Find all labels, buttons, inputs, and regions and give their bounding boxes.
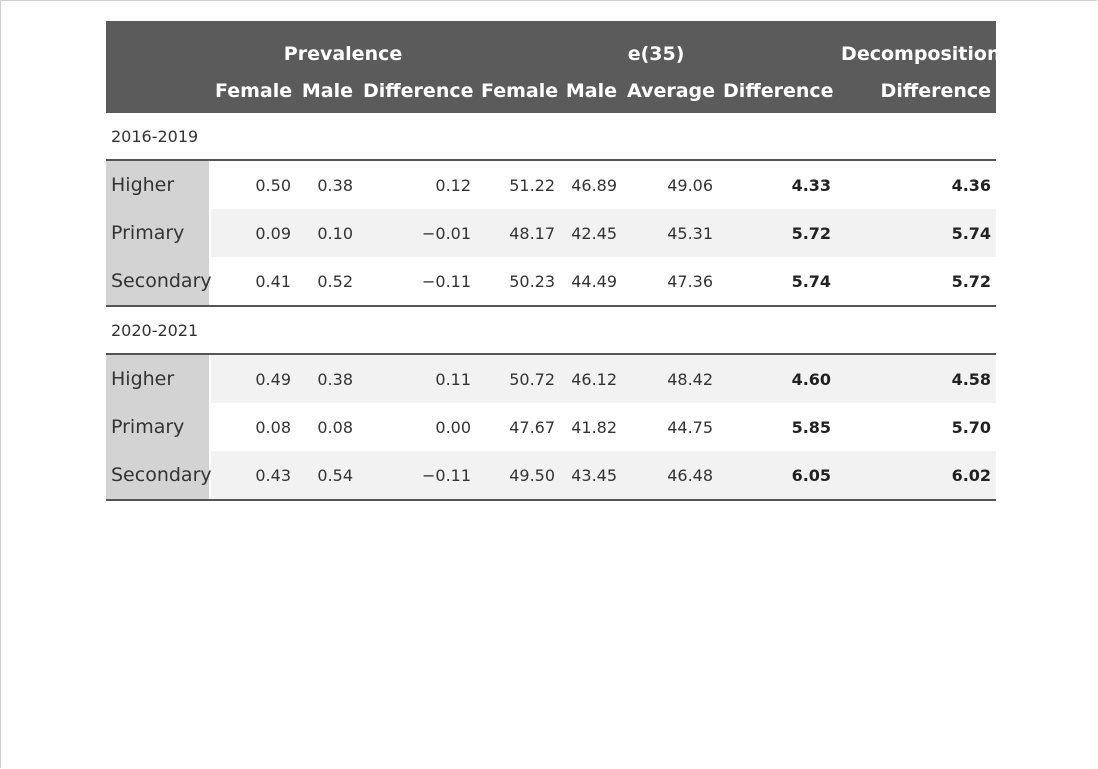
column-header-row: Female Male Difference Female Male Avera…	[106, 69, 997, 113]
cell-prev-male: 0.10	[296, 209, 358, 257]
spanner-decomposition: Decomposition	[836, 21, 1000, 69]
col-header-prev-difference: Difference	[358, 69, 477, 113]
cell-e35-difference: 4.33	[718, 160, 837, 209]
cell-prev-difference: 0.12	[358, 160, 477, 209]
cell-prev-difference: 0.00	[358, 403, 477, 451]
table-row: Higher 0.50 0.38 0.12 51.22 46.89 49.06 …	[106, 160, 997, 209]
spanner-empty	[106, 21, 210, 69]
cell-prev-male: 0.08	[296, 403, 358, 451]
cell-e35-difference: 5.85	[718, 403, 837, 451]
cell-prev-female: 0.41	[210, 257, 296, 307]
cell-decomp-difference: 4.58	[836, 354, 997, 403]
row-stub: Primary	[106, 403, 211, 451]
cell-prev-female: 0.09	[210, 209, 296, 257]
cell-prev-female: 0.43	[210, 451, 296, 501]
row-stub: Higher	[106, 160, 211, 209]
cell-prev-difference: −0.11	[358, 257, 477, 307]
row-group-label: 2016-2019	[106, 113, 997, 161]
cell-e35-female: 47.67	[476, 403, 561, 451]
cell-prev-female: 0.08	[210, 403, 296, 451]
row-group-heading: 2016-2019	[106, 113, 997, 161]
cell-prev-male: 0.52	[296, 257, 358, 307]
cell-e35-female: 51.22	[476, 160, 561, 209]
spanner-e35: e(35)	[476, 21, 837, 69]
row-stub: Secondary	[106, 257, 212, 307]
cell-prev-male: 0.38	[296, 160, 358, 209]
column-spanner-row: Prevalence e(35) Decomposition	[106, 21, 1000, 69]
cell-prev-difference: −0.11	[358, 451, 477, 501]
col-header-e35-male: Male	[560, 69, 623, 113]
col-header-e35-difference: Difference	[718, 69, 837, 113]
col-header-prev-female: Female	[210, 69, 296, 113]
cell-e35-average: 44.75	[622, 403, 719, 451]
cell-prev-male: 0.38	[296, 354, 358, 403]
cell-decomp-difference: 5.70	[836, 403, 997, 451]
row-group-label: 2020-2021	[106, 305, 997, 355]
cell-prev-difference: −0.01	[358, 209, 477, 257]
cell-e35-average: 47.36	[622, 257, 719, 307]
results-table: Prevalence e(35) Decomposition Female Ma…	[106, 21, 1000, 501]
cell-e35-average: 45.31	[622, 209, 719, 257]
results-table-container: Prevalence e(35) Decomposition Female Ma…	[106, 21, 1000, 501]
cell-decomp-difference: 4.36	[836, 160, 997, 209]
cell-e35-male: 43.45	[560, 451, 623, 501]
cell-decomp-difference: 5.74	[836, 209, 997, 257]
cell-e35-average: 48.42	[622, 354, 719, 403]
cell-prev-male: 0.54	[296, 451, 358, 501]
cell-decomp-difference: 6.02	[836, 451, 997, 501]
cell-e35-male: 46.12	[560, 354, 623, 403]
spanner-prevalence: Prevalence	[210, 21, 477, 69]
cell-e35-male: 44.49	[560, 257, 623, 307]
row-stub: Primary	[106, 209, 211, 257]
cell-prev-female: 0.50	[210, 160, 296, 209]
cell-e35-average: 49.06	[622, 160, 719, 209]
row-group-heading: 2020-2021	[106, 305, 997, 355]
cell-e35-male: 46.89	[560, 160, 623, 209]
table-row: Primary 0.08 0.08 0.00 47.67 41.82 44.75…	[106, 403, 997, 451]
cell-e35-difference: 5.74	[718, 257, 837, 307]
cell-e35-female: 50.23	[476, 257, 561, 307]
row-stub: Secondary	[106, 451, 212, 501]
table-row: Secondary 0.43 0.54 −0.11 49.50 43.45 46…	[106, 451, 997, 501]
col-header-decomp-difference: Difference	[836, 69, 997, 113]
cell-e35-average: 46.48	[622, 451, 719, 501]
table-row: Higher 0.49 0.38 0.11 50.72 46.12 48.42 …	[106, 354, 997, 403]
table-row: Primary 0.09 0.10 −0.01 48.17 42.45 45.3…	[106, 209, 997, 257]
col-header-prev-male: Male	[296, 69, 358, 113]
col-header-e35-female: Female	[476, 69, 561, 113]
col-header-e35-average: Average	[622, 69, 719, 113]
table-row: Secondary 0.41 0.52 −0.11 50.23 44.49 47…	[106, 257, 997, 307]
row-stub: Higher	[106, 354, 211, 403]
cell-e35-female: 49.50	[476, 451, 561, 501]
cell-decomp-difference: 5.72	[836, 257, 997, 307]
cell-e35-male: 41.82	[560, 403, 623, 451]
cell-e35-female: 50.72	[476, 354, 561, 403]
cell-e35-difference: 6.05	[718, 451, 837, 501]
table-body: 2016-2019 Higher 0.50 0.38 0.12 51.22 46…	[106, 113, 997, 501]
table-header: Prevalence e(35) Decomposition Female Ma…	[106, 21, 1000, 113]
col-header-stub	[106, 69, 210, 113]
cell-e35-female: 48.17	[476, 209, 561, 257]
cell-e35-difference: 4.60	[718, 354, 837, 403]
cell-prev-difference: 0.11	[358, 354, 477, 403]
cell-prev-female: 0.49	[210, 354, 296, 403]
cell-e35-male: 42.45	[560, 209, 623, 257]
cell-e35-difference: 5.72	[718, 209, 837, 257]
